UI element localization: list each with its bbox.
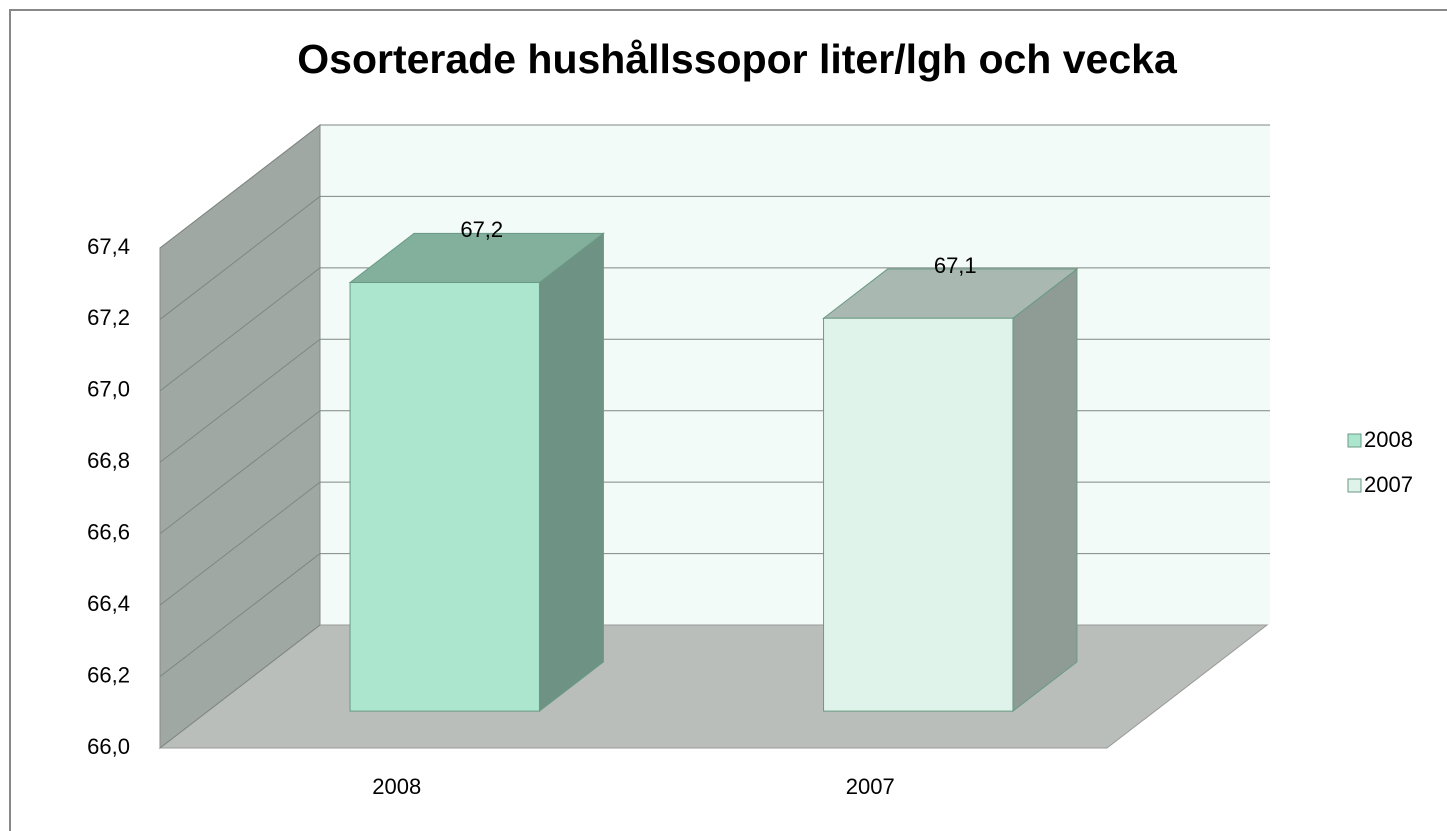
x-tick-label: 2008	[372, 774, 421, 799]
grid-line	[159, 338, 321, 463]
grid-line	[159, 481, 321, 606]
legend-label: 2007	[1364, 472, 1413, 497]
x-tick-label: 2007	[846, 774, 895, 799]
grid-line	[159, 124, 321, 249]
grid-line	[159, 410, 321, 535]
data-label: 67,2	[460, 217, 503, 242]
y-tick-label: 67,4	[87, 234, 130, 259]
grid-line	[159, 624, 321, 749]
y-tick-label: 67,0	[87, 377, 130, 402]
grid-line	[159, 196, 321, 320]
data-label: 67,1	[934, 253, 977, 278]
legend-swatch	[1347, 478, 1362, 493]
bar-side	[1012, 268, 1078, 713]
grid-line	[159, 553, 321, 677]
y-tick-label: 66,0	[87, 734, 130, 759]
bar	[349, 282, 540, 712]
y-tick-label: 66,4	[87, 591, 130, 616]
y-tick-label: 66,8	[87, 448, 130, 473]
bar-side	[538, 232, 604, 713]
bar	[823, 317, 1014, 712]
y-tick-label: 66,6	[87, 520, 130, 545]
chart-title: Osorterade hushållssopor liter/lgh och v…	[297, 36, 1178, 82]
y-tick-label: 66,2	[87, 662, 130, 687]
legend-label: 2008	[1364, 427, 1413, 452]
grid-line	[159, 267, 321, 392]
floor	[158, 624, 1269, 749]
legend-swatch	[1347, 433, 1362, 448]
y-tick-label: 67,2	[87, 305, 130, 330]
